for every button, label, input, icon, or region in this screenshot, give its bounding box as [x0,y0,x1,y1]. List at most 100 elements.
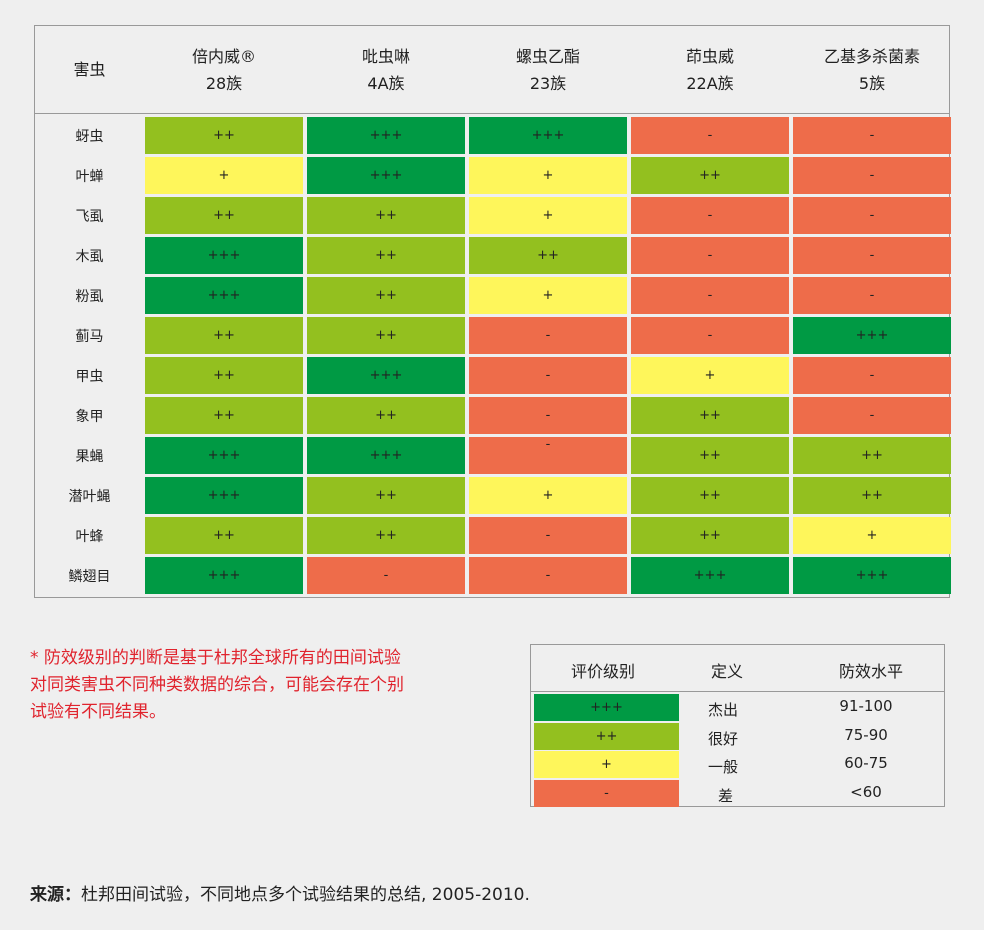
rating-cell: ++ [307,517,465,554]
rating-cell: ++ [307,237,465,274]
rating-cell: ++ [145,397,303,434]
rating-cell: - [631,117,789,154]
rating-cell: - [793,277,951,314]
pest-label: 飞虱 [75,208,104,225]
rating-cell: - [469,557,627,594]
rating-cell: ++ [307,397,465,434]
rating-cell: ++ [307,197,465,234]
legend-header-definition: 定义 [711,662,744,681]
rating-cell: - [793,197,951,234]
legend-definition: 杰出 [708,701,739,719]
legend-definition: 一般 [708,758,739,776]
rating-cell: +++ [307,357,465,394]
rating-cell: - [469,317,627,354]
rating-cell: ++ [469,237,627,274]
rating-cell: +++ [145,437,303,474]
rating-cell: ++ [631,517,789,554]
irac-group: 22A族 [686,73,734,93]
rating-cell: ++ [631,437,789,474]
rating-cell: +++ [307,117,465,154]
legend-level: 60-75 [844,754,888,772]
pest-label: 粉虱 [75,288,104,305]
column-header: 螺虫乙酯 23族 [469,26,627,113]
legend-header-level: 防效水平 [839,662,904,681]
pest-label: 蓟马 [75,328,104,345]
legend-swatch: ++ [534,722,679,750]
column-header: 茚虫威 22A族 [631,26,789,113]
rating-cell: - [469,517,627,554]
rating-cell: +++ [145,277,303,314]
rating-cell: ++ [145,357,303,394]
rating-cell: ++ [631,157,789,194]
rating-cell: + [469,277,627,314]
pest-label: 叶蝉 [75,168,104,185]
pesticide-name: 茚虫威 [685,46,734,66]
rating-cell: ++ [631,477,789,514]
rating-cell: + [469,477,627,514]
rating-cell: + [793,517,951,554]
irac-group: 5族 [858,73,886,93]
rating-cell: ++ [307,477,465,514]
rating-cell: - [793,357,951,394]
pesticide-name: 吡虫啉 [361,46,410,66]
column-header: 倍内威® 28族 [145,26,303,113]
legend-table: 评价级别 定义 防效水平 +++ 杰出 91-100 ++ 很好 75-90 + 一般 60-7… [530,644,945,807]
rating-cell: - [631,197,789,234]
rating-cell: ++ [145,517,303,554]
rating-cell: +++ [307,437,465,474]
rating-cell: ++ [793,477,951,514]
rating-cell: +++ [145,237,303,274]
pest-label: 蚜虫 [75,128,104,145]
pest-label: 鳞翅目 [68,568,111,585]
rating-cell: - [631,277,789,314]
rating-cell: - [307,557,465,594]
rating-cell: - [631,317,789,354]
rating-cell: + [145,157,303,194]
rating-cell: - [793,157,951,194]
rating-cell: - [469,397,627,434]
pesticide-name: 螺虫乙酯 [515,46,580,66]
table-header: 害虫 倍内威® 28族 吡虫啉 4A族 螺虫乙酯 23族 茚虫威 22A族 乙基多杀菌素 5族 [35,26,949,114]
pest-label: 潜叶蝇 [68,488,111,505]
source-label: 来源： [30,885,81,905]
legend-swatch: +++ [534,694,679,721]
legend-level: 91-100 [839,697,893,715]
footnote: * 防效级别的判断是基于杜邦全球所有的田间试验对同类害虫不同种类数据的综合，可能… [30,648,404,722]
pest-label: 木虱 [75,248,104,265]
rating-cell: +++ [145,477,303,514]
pest-label: 果蝇 [75,448,104,465]
rating-cell: +++ [793,317,951,354]
rating-cell: ++ [145,117,303,154]
pesticide-name: 倍内威® [191,46,256,66]
rating-cell: - [469,437,627,474]
pest-label: 甲虫 [75,368,104,385]
rating-cell: +++ [145,557,303,594]
rating-cell: - [793,237,951,274]
legend-definition: 差 [718,786,734,805]
rating-cell: + [631,357,789,394]
legend-swatch: + [534,751,679,778]
rating-cell: +++ [793,557,951,594]
column-header: 吡虫啉 4A族 [307,26,465,113]
irac-group: 23族 [529,73,567,93]
legend-header-rating: 评价级别 [571,662,636,681]
rating-cell: +++ [469,117,627,154]
rating-cell: ++ [307,277,465,314]
irac-group: 4A族 [367,73,405,93]
legend-header: 评价级别 定义 防效水平 [531,645,944,692]
rating-cell: ++ [793,437,951,474]
pest-header: 害虫 [73,60,106,79]
pesticide-name: 乙基多杀菌素 [823,46,920,66]
legend-definition: 很好 [708,729,739,748]
rating-cell: - [793,117,951,154]
source-text: 杜邦田间试验，不同地点多个试验结果的总结, 2005-2010. [81,885,530,905]
rating-cell: + [469,197,627,234]
rating-cell: + [469,157,627,194]
rating-cell: +++ [307,157,465,194]
rating-cell: ++ [145,317,303,354]
rating-cell: - [793,397,951,434]
rating-cell: ++ [631,397,789,434]
source-line: 来源：杜邦田间试验，不同地点多个试验结果的总结, 2005-2010. [30,880,530,905]
legend-level: <60 [850,782,882,801]
efficacy-table: 害虫 倍内威® 28族 吡虫啉 4A族 螺虫乙酯 23族 茚虫威 22A族 乙基多杀菌素 5族 蚜… [34,25,951,598]
